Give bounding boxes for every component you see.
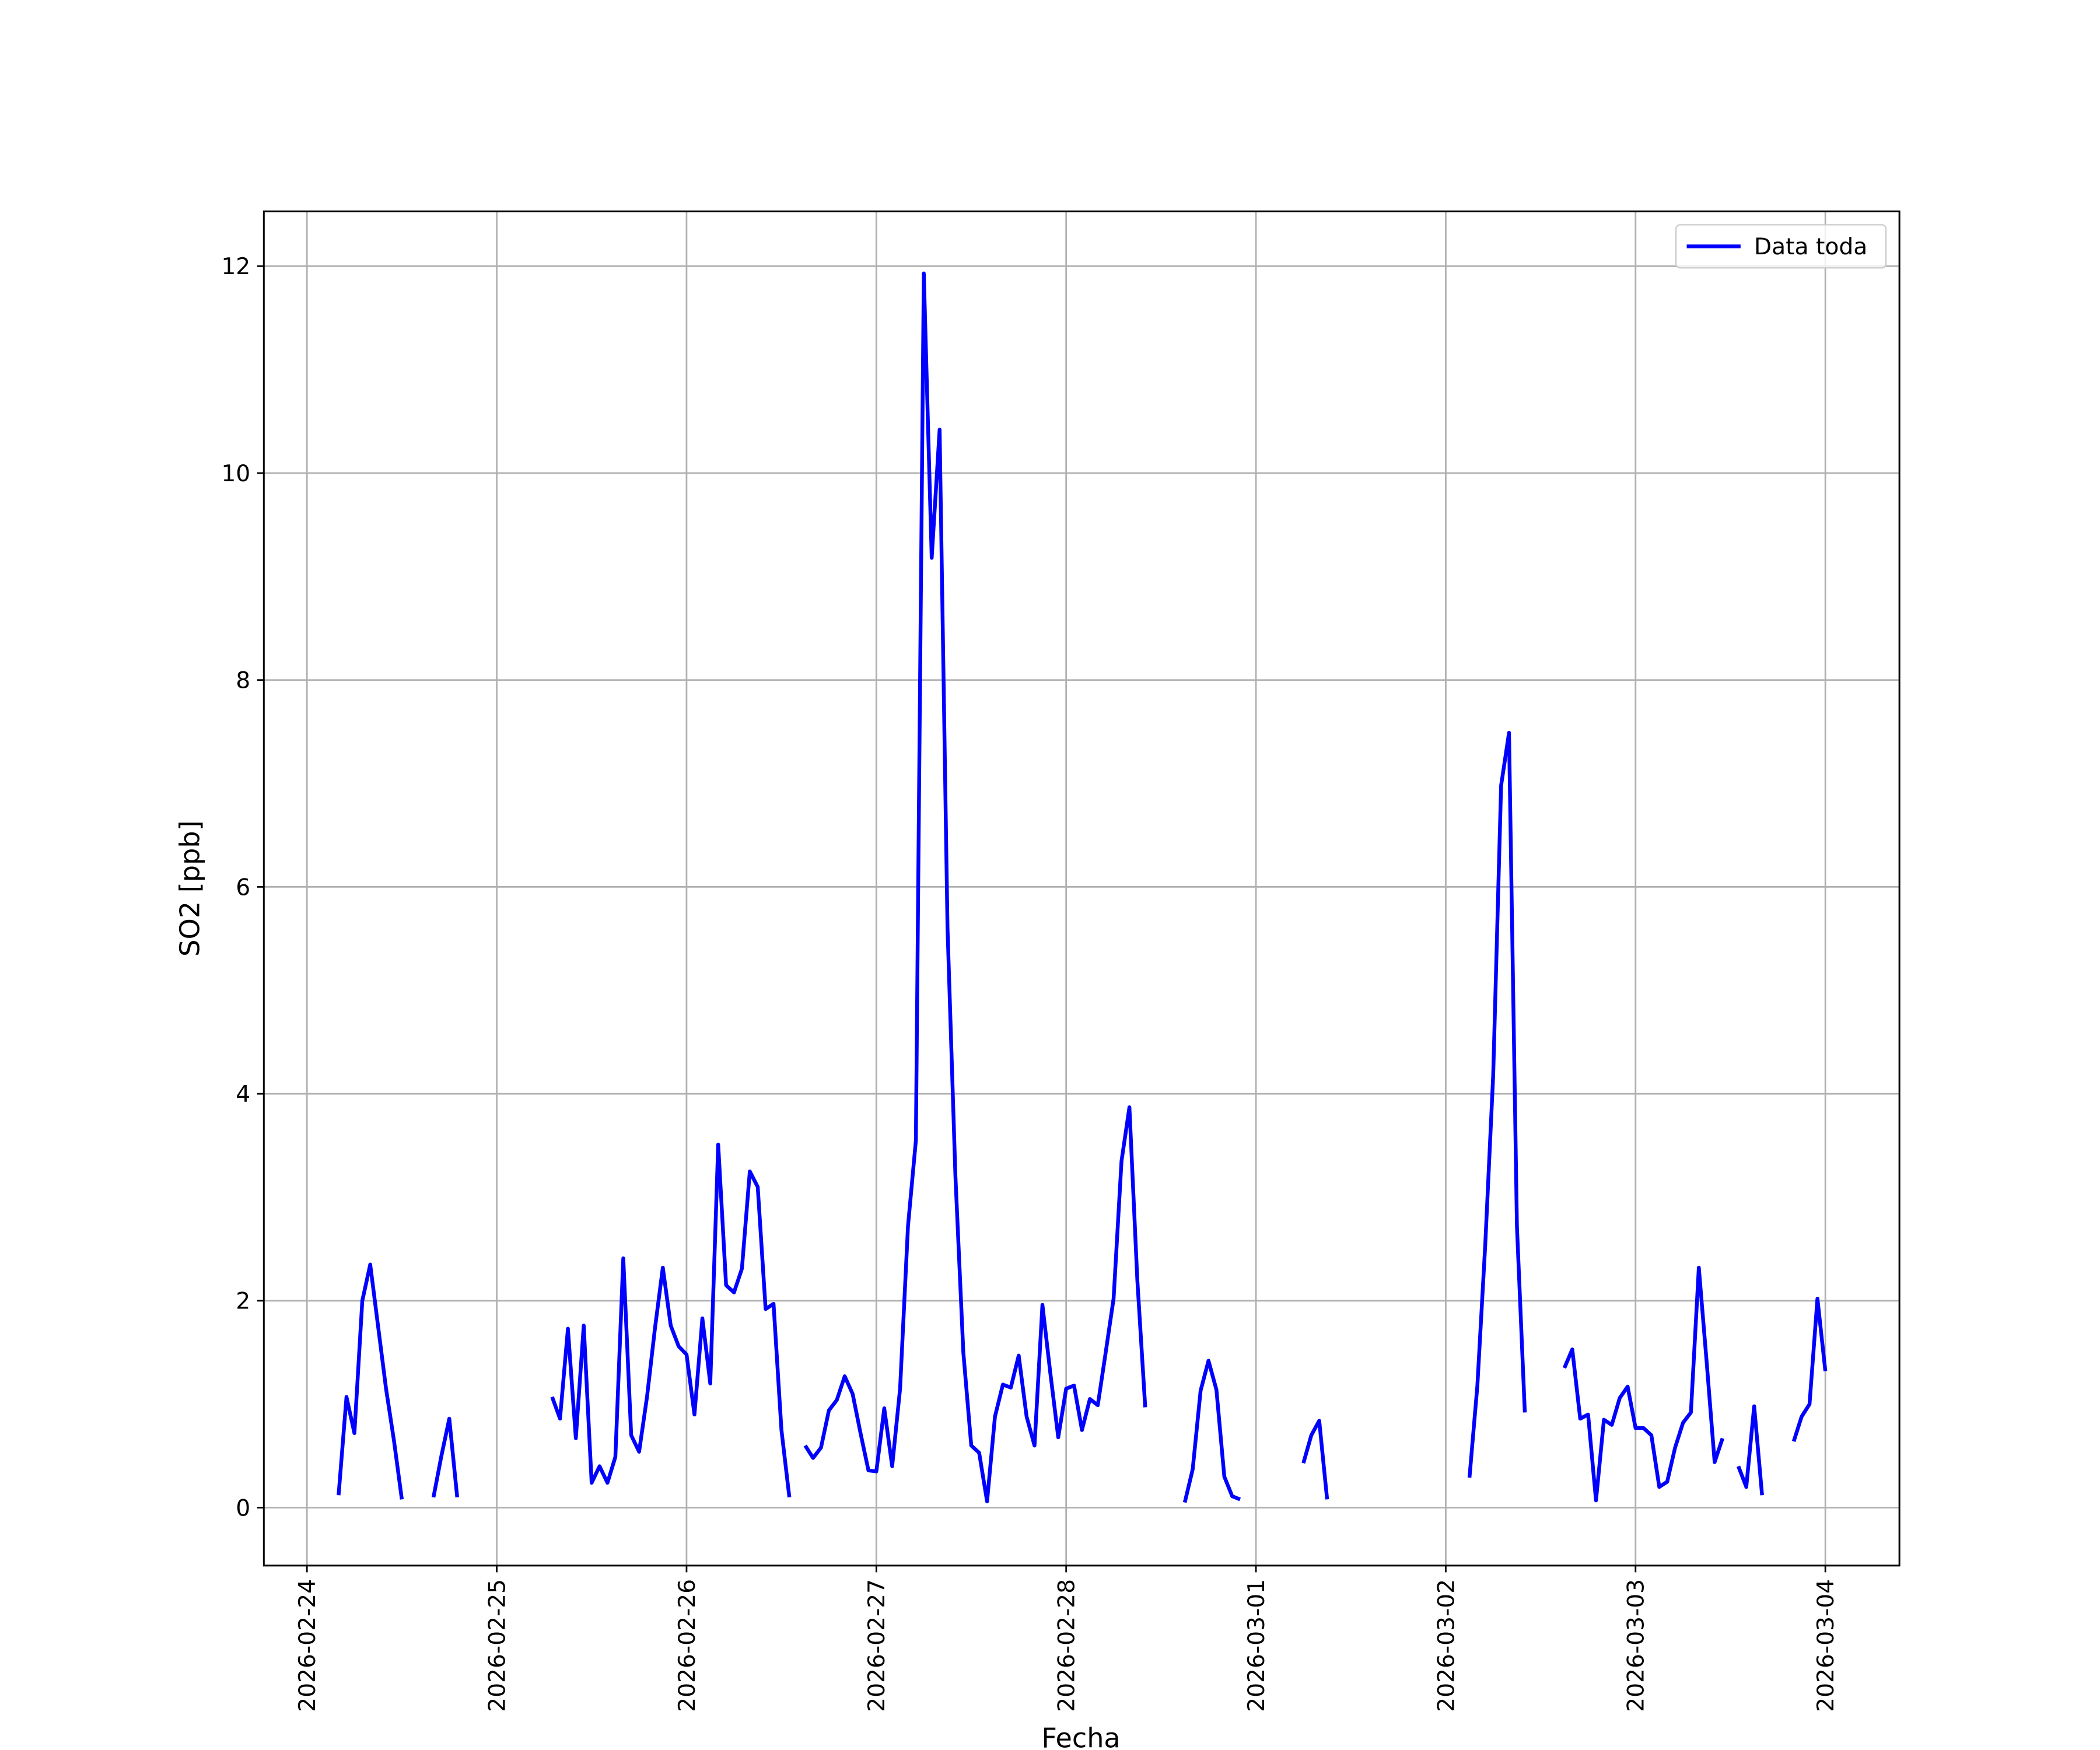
x-tick-label: 2026-03-04 [1813,1579,1839,1712]
y-tick-label: 2 [236,1289,250,1315]
x-tick-label: 2026-03-02 [1433,1579,1460,1712]
y-tick-label: 8 [236,668,250,694]
y-tick-label: 6 [236,874,250,901]
y-tick-label: 12 [221,254,250,280]
legend-label: Data toda [1754,234,1867,260]
y-tick-label: 4 [236,1082,250,1108]
x-tick-label: 2026-02-26 [674,1579,701,1712]
x-axis-label: Fecha [1041,1722,1120,1750]
x-tick-label: 2026-03-03 [1623,1579,1650,1712]
legend: Data toda [1675,224,1887,269]
x-tick-label: 2026-02-24 [295,1579,321,1712]
x-tick-label: 2026-02-27 [864,1579,890,1712]
x-tick-label: 2026-02-28 [1054,1579,1080,1712]
x-tick-label: 2026-03-01 [1244,1579,1270,1712]
data-line [337,271,1828,1504]
x-tick-label: 2026-02-25 [484,1579,510,1712]
legend-frame [1675,224,1887,269]
plot-frame [262,210,1901,1567]
y-tick-label: 10 [221,461,250,487]
y-tick-label: 0 [236,1495,250,1521]
y-axis-label: SO2 [ppb] [174,820,206,957]
